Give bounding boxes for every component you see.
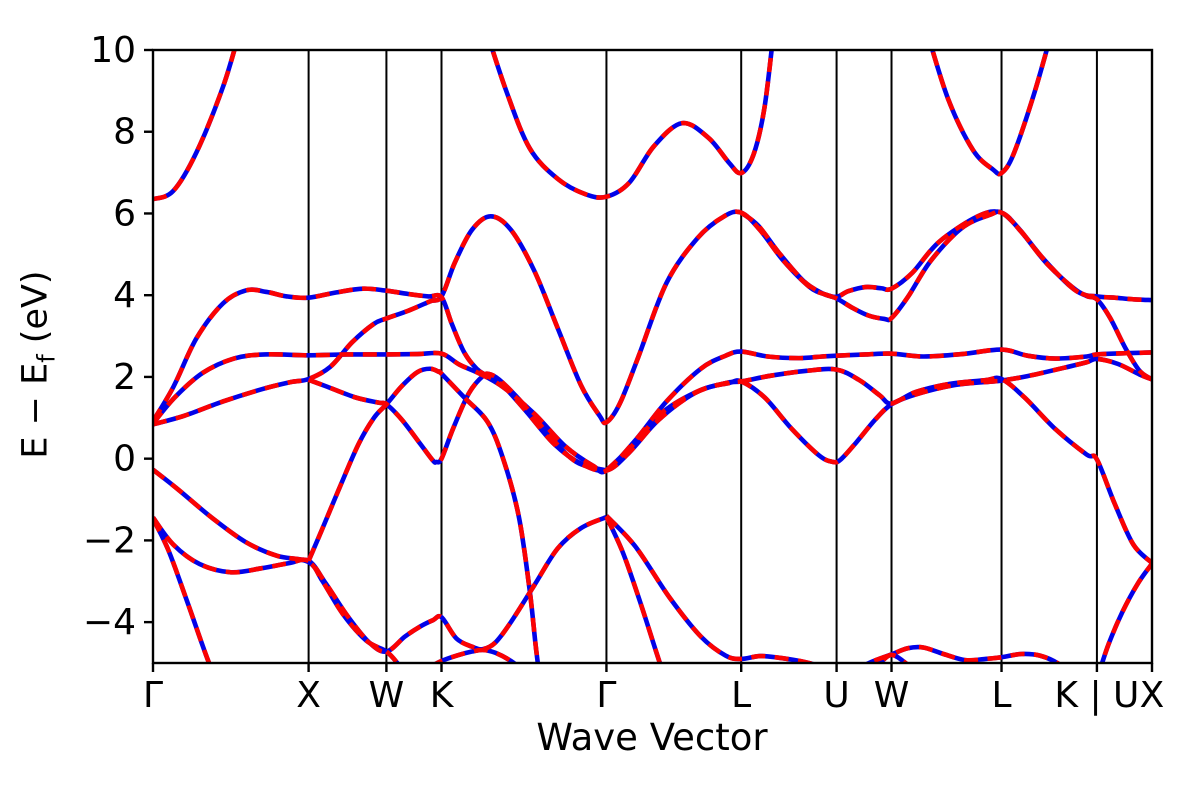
kpoint-label: K | U [1054,675,1139,716]
kpoint-label: K [430,675,455,716]
band-curve-dome-band-b-band-set-comparison [739,209,1152,382]
y-tick-label: 10 [90,30,136,71]
kpoint-label: X [1140,675,1165,716]
band-curves [153,50,1152,663]
band-curve-gamma2-steep-down-right-band-set-comparison [604,515,663,663]
y-tick-label: 4 [113,275,136,316]
kpoint-label: Γ [596,675,616,716]
band-curve-bottom-w2-tent-band-set-comparison [876,652,910,663]
band-curve-upper-band-gamma2-band-set-reference [490,50,774,200]
band-curve-w-crossing-dip-band-band-set-comparison [307,371,608,473]
band-curve-bottom-w2-l2-band-band-set-comparison [863,644,1062,663]
band-curve-upper-band-gamma2-band-set-comparison [490,50,774,200]
band-curve-u2-x-riser-band-set-comparison [1099,562,1152,663]
x-axis-label: Wave Vector [536,716,768,759]
band-curve-u-dip-band-band-set-comparison [604,356,1152,473]
band-curve-bottom-k-crossing-band-band-set-comparison [432,647,518,663]
y-tick-label: −4 [83,602,136,643]
kpoint-label: X [296,675,321,716]
y-tick-label: 2 [113,357,136,398]
band-curve-x-riser-band-band-set-comparison [306,366,541,663]
band-curve-u2-x-riser-band-set-reference [1099,562,1152,663]
kpoint-label: W [874,675,910,716]
y-tick-label: 6 [113,193,136,234]
band-curve-valence-wiggle-band-band-set-comparison [153,514,608,655]
band-curve-gamma-steep-down-left-band-set-reference [153,517,212,663]
band-curve-gamma-top-riser-band-set-comparison [153,50,237,202]
kpoint-label: Γ [143,675,163,716]
kpoint-label: W [369,675,405,716]
band-curve-bottom-k-crossing-band-band-set-reference [432,647,518,663]
kpoint-label: U [823,675,849,716]
band-curve-gamma2-to-L-bottom-band-set-comparison [604,514,818,663]
y-axis-label: E − Ef (eV) [15,270,61,459]
band-curve-gamma2-to-L-bottom-band-set-reference [604,514,818,663]
y-tick-label: 8 [113,112,136,153]
band-curve-dome-band-a-band-set-comparison [153,209,1152,427]
band-curve-flat-2p5ev-band-band-set-comparison [153,347,1152,475]
band-curve-valence-wiggle-band-band-set-reference [153,514,608,655]
band-curve-valence-upper-left-band-set-comparison [153,467,401,663]
band-curve-x-riser-band-band-set-reference [306,366,541,663]
y-tick-label: −2 [83,520,136,561]
axes-frame [151,48,1154,665]
y-tick-label: 0 [113,439,136,480]
band-curve-gamma-top-riser-band-set-reference [153,50,237,202]
band-curve-upper-band-L2-band-set-comparison [930,50,1050,177]
kpoint-label: L [731,675,751,716]
kpoint-label: L [991,675,1011,716]
